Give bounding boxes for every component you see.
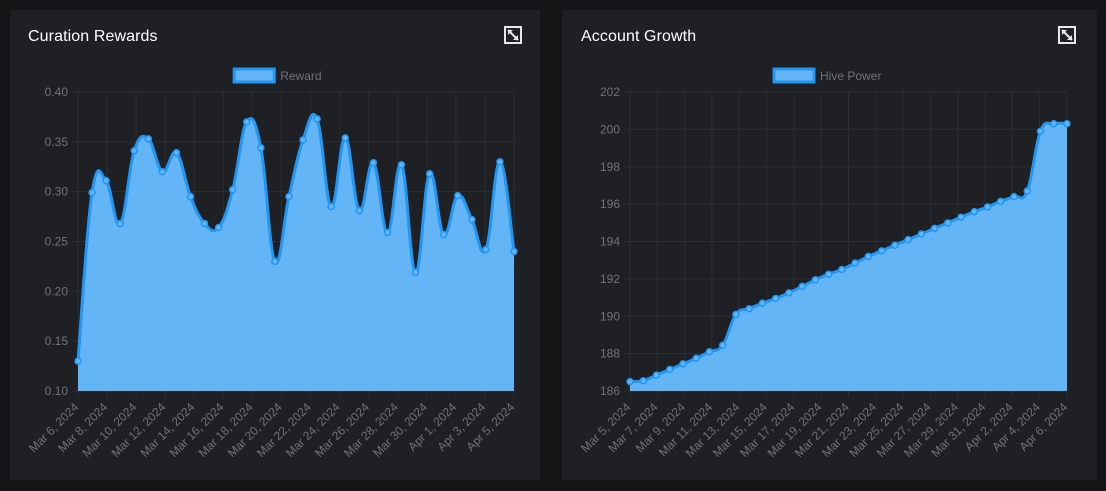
data-point <box>838 265 846 274</box>
series-line <box>629 121 1068 384</box>
data-point <box>864 252 873 261</box>
data-point <box>639 376 647 385</box>
data-point <box>397 161 406 169</box>
curation-rewards-panel: Curation Rewards 0.40 0.35 0.30 0.25 0.20 0.1… <box>10 10 540 480</box>
y-tick-label: 194 <box>600 235 620 249</box>
data-point <box>811 276 820 284</box>
legend-label: Hive Power <box>820 69 881 83</box>
data-point <box>1063 120 1071 128</box>
y-tick-label: 0.35 <box>45 135 69 149</box>
data-point <box>271 257 279 266</box>
data-point <box>341 134 349 142</box>
y-tick-label: 188 <box>600 347 620 361</box>
legend-swatch <box>772 67 816 84</box>
data-point <box>1010 192 1018 201</box>
data-point <box>983 203 992 211</box>
data-point <box>243 118 251 126</box>
data-point <box>116 219 124 228</box>
data-point <box>355 206 364 215</box>
data-point <box>130 147 139 155</box>
y-tick-label: 190 <box>600 309 620 323</box>
panel-title: Curation Rewards <box>28 28 158 45</box>
data-point <box>158 167 167 176</box>
data-point <box>200 219 209 228</box>
data-point <box>383 228 392 237</box>
data-point <box>482 245 490 254</box>
series-area <box>78 114 514 391</box>
y-tick-label: 0.25 <box>45 235 69 249</box>
data-point <box>824 270 833 278</box>
y-tick-label: 200 <box>600 122 620 136</box>
data-point <box>439 230 448 239</box>
data-point <box>997 197 1005 206</box>
data-point <box>172 149 181 157</box>
data-point <box>369 159 378 167</box>
y-tick-label: 186 <box>600 384 620 398</box>
data-point <box>771 294 780 303</box>
y-tick-label: 198 <box>600 160 620 174</box>
data-point <box>327 202 335 211</box>
data-point <box>1023 187 1032 195</box>
legend-label: Reward <box>280 69 321 83</box>
data-point <box>745 305 753 313</box>
data-point <box>214 223 223 232</box>
data-point <box>785 289 793 297</box>
data-point <box>970 207 979 216</box>
data-point <box>510 247 518 256</box>
y-tick-label: 202 <box>600 85 620 99</box>
series-area <box>630 123 1067 392</box>
data-point <box>732 310 740 319</box>
data-point <box>665 365 674 374</box>
y-tick-label: 0.20 <box>45 284 69 298</box>
data-point <box>851 259 859 267</box>
y-tick-label: 192 <box>600 272 620 286</box>
data-point <box>877 247 886 255</box>
data-point <box>652 371 661 379</box>
y-tick-label: 0.10 <box>45 384 69 398</box>
y-tick-label: 0.15 <box>45 334 69 348</box>
data-point <box>313 115 321 123</box>
panel-title: Account Growth <box>581 28 697 45</box>
expand-icon[interactable] <box>1058 26 1076 44</box>
data-point <box>228 185 237 194</box>
data-point <box>411 268 420 277</box>
data-point <box>798 282 806 291</box>
y-tick-label: 0.40 <box>45 85 69 99</box>
data-point <box>285 192 293 201</box>
data-point <box>425 169 434 178</box>
data-point <box>718 341 727 349</box>
data-point <box>144 135 153 143</box>
data-point <box>679 360 687 368</box>
data-point <box>944 219 952 227</box>
data-point <box>705 348 714 356</box>
data-point <box>1050 120 1058 128</box>
data-point <box>453 191 462 200</box>
data-point <box>257 144 265 152</box>
expand-icon[interactable] <box>504 26 522 44</box>
account-growth-panel: Account Growth 202 200 198 196 194 192 190 188 1… <box>562 10 1097 480</box>
data-point <box>496 158 504 166</box>
data-point <box>626 377 634 386</box>
data-point <box>758 299 767 307</box>
data-point <box>904 235 912 244</box>
data-point <box>957 213 965 221</box>
legend-swatch <box>232 67 276 84</box>
data-point <box>299 136 307 144</box>
data-point <box>102 176 110 185</box>
data-point <box>88 188 96 197</box>
data-point <box>186 192 195 201</box>
data-point <box>692 354 700 363</box>
data-point <box>917 230 926 238</box>
data-point <box>468 215 476 224</box>
data-point <box>1036 127 1045 135</box>
y-tick-label: 196 <box>600 197 620 211</box>
data-point <box>891 241 899 249</box>
y-tick-label: 0.30 <box>45 185 69 199</box>
data-point <box>74 357 82 365</box>
data-point <box>930 224 939 233</box>
